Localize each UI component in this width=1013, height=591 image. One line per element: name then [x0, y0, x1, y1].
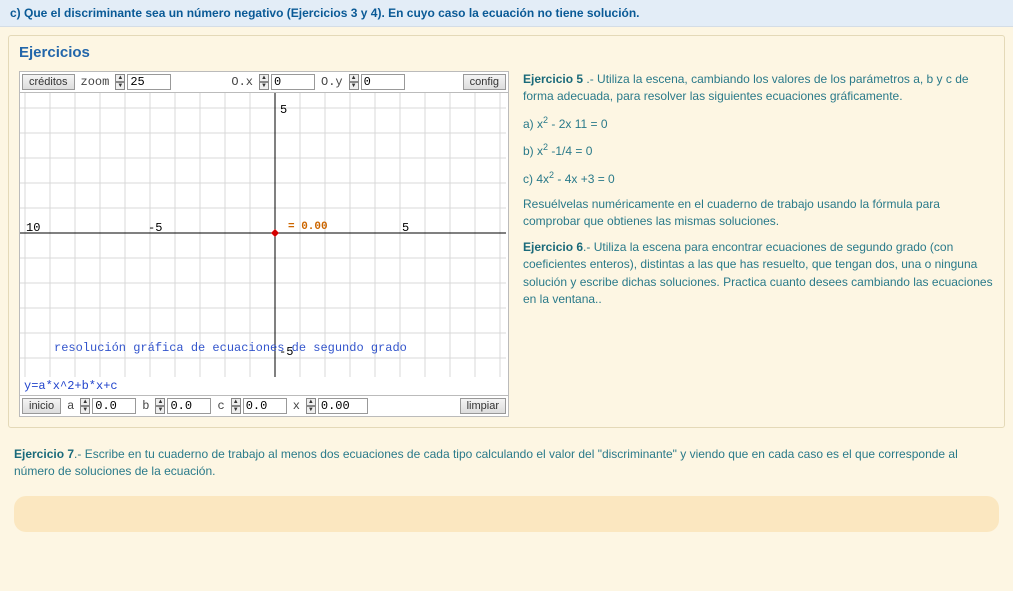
svg-text:= 0.00: = 0.00: [288, 221, 328, 233]
two-column-layout: créditos zoom ▲▼ O.x ▲▼ O.y ▲▼: [19, 71, 994, 417]
x-label: x: [291, 399, 302, 413]
a-label: a: [65, 399, 76, 413]
limpiar-button[interactable]: limpiar: [460, 398, 506, 414]
exercise7-label: Ejercicio 7: [14, 447, 74, 461]
b-label: b: [140, 399, 151, 413]
c-input[interactable]: [243, 398, 287, 414]
svg-text:5: 5: [402, 221, 409, 235]
exercise5-resolve: Resuélvelas numéricamente en el cuaderno…: [523, 196, 994, 231]
graph-wrap: 10-555-5= 0.00resolución gráfica de ecua…: [19, 93, 509, 377]
exercise6-label: Ejercicio 6: [523, 240, 583, 254]
b-spinner[interactable]: ▲▼: [155, 398, 211, 414]
ox-spinner[interactable]: ▲▼: [259, 74, 315, 90]
graph-column: créditos zoom ▲▼ O.x ▲▼ O.y ▲▼: [19, 71, 509, 417]
svg-text:10: 10: [26, 221, 40, 235]
config-button[interactable]: config: [463, 74, 506, 90]
svg-text:5: 5: [280, 103, 287, 117]
a-spinner[interactable]: ▲▼: [80, 398, 136, 414]
c-spinner[interactable]: ▲▼: [231, 398, 287, 414]
exercise7-text: Ejercicio 7.- Escribe en tu cuaderno de …: [0, 436, 1013, 490]
c-label: c: [215, 399, 226, 413]
footer-banner: [14, 496, 999, 532]
toolbar-bottom: inicio a ▲▼ b ▲▼ c ▲▼: [19, 396, 509, 417]
x-spinner[interactable]: ▲▼: [306, 398, 368, 414]
exercise5-intro: Ejercicio 5 .- Utiliza la escena, cambia…: [523, 71, 994, 106]
ox-label: O.x: [229, 75, 255, 89]
spin-down-icon[interactable]: ▼: [231, 406, 241, 414]
exercise5-item-b: b) x2 -1/4 = 0: [523, 141, 994, 160]
exercise-text-column: Ejercicio 5 .- Utiliza la escena, cambia…: [523, 71, 994, 417]
zoom-label: zoom: [79, 75, 112, 89]
spin-up-icon[interactable]: ▲: [231, 398, 241, 406]
spin-up-icon[interactable]: ▲: [306, 398, 316, 406]
spin-up-icon[interactable]: ▲: [259, 74, 269, 82]
svg-text:-5: -5: [148, 221, 162, 235]
oy-label: O.y: [319, 75, 345, 89]
zoom-input[interactable]: [127, 74, 171, 90]
ejercicios-title: Ejercicios: [19, 44, 994, 61]
coordinate-plane[interactable]: 10-555-5= 0.00resolución gráfica de ecua…: [20, 93, 506, 377]
creditos-button[interactable]: créditos: [22, 74, 75, 90]
toolbar-top: créditos zoom ▲▼ O.x ▲▼ O.y ▲▼: [19, 71, 509, 93]
exercise5-label: Ejercicio 5: [523, 72, 583, 86]
b-input[interactable]: [167, 398, 211, 414]
ejercicios-section: Ejercicios créditos zoom ▲▼ O.x ▲▼: [8, 35, 1005, 428]
spin-down-icon[interactable]: ▼: [80, 406, 90, 414]
spin-down-icon[interactable]: ▼: [259, 82, 269, 90]
spin-down-icon[interactable]: ▼: [115, 82, 125, 90]
spin-down-icon[interactable]: ▼: [349, 82, 359, 90]
spin-up-icon[interactable]: ▲: [349, 74, 359, 82]
oy-input[interactable]: [361, 74, 405, 90]
discriminant-note: c) Que el discriminante sea un número ne…: [0, 0, 1013, 27]
spin-down-icon[interactable]: ▼: [155, 406, 165, 414]
equation-strip: y=a*x^2+b*x+c: [19, 377, 509, 396]
inicio-button[interactable]: inicio: [22, 398, 61, 414]
spin-up-icon[interactable]: ▲: [115, 74, 125, 82]
spin-up-icon[interactable]: ▲: [80, 398, 90, 406]
ox-input[interactable]: [271, 74, 315, 90]
a-input[interactable]: [92, 398, 136, 414]
exercise6-text: Ejercicio 6.- Utiliza la escena para enc…: [523, 239, 994, 309]
zoom-spinner[interactable]: ▲▼: [115, 74, 171, 90]
page-root: c) Que el discriminante sea un número ne…: [0, 0, 1013, 591]
svg-text:resolución gráfica de ecuacion: resolución gráfica de ecuaciones de segu…: [54, 341, 407, 355]
oy-spinner[interactable]: ▲▼: [349, 74, 405, 90]
spin-down-icon[interactable]: ▼: [306, 406, 316, 414]
exercise5-item-a: a) x2 - 2x 11 = 0: [523, 114, 994, 133]
exercise5-item-c: c) 4x2 - 4x +3 = 0: [523, 169, 994, 188]
x-input[interactable]: [318, 398, 368, 414]
spin-up-icon[interactable]: ▲: [155, 398, 165, 406]
